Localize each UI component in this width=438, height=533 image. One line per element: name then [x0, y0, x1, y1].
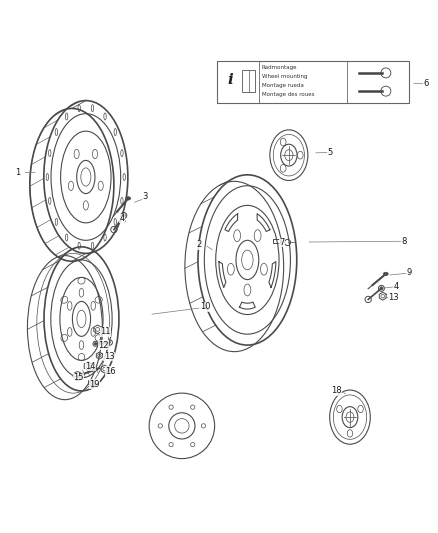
Text: 9: 9: [406, 268, 412, 277]
Text: 6: 6: [424, 79, 429, 88]
Circle shape: [94, 343, 97, 345]
Text: 8: 8: [402, 237, 407, 246]
Circle shape: [380, 287, 383, 290]
Text: 2: 2: [197, 240, 202, 249]
Bar: [242, 70, 255, 92]
Bar: [217, 61, 259, 103]
Text: 1: 1: [14, 168, 20, 177]
Text: 10: 10: [200, 302, 210, 311]
Text: 4: 4: [120, 214, 125, 223]
Text: Wheel mounting: Wheel mounting: [261, 74, 307, 79]
Text: 16: 16: [106, 367, 116, 376]
Text: Montage rueda: Montage rueda: [261, 83, 304, 88]
Text: 11: 11: [100, 327, 111, 336]
Text: 13: 13: [389, 294, 399, 302]
Text: i: i: [227, 73, 233, 87]
Text: 14: 14: [85, 361, 95, 370]
Text: 19: 19: [89, 380, 100, 389]
Ellipse shape: [126, 197, 131, 200]
Text: 3: 3: [142, 192, 148, 201]
Text: 5: 5: [328, 148, 333, 157]
Bar: [347, 61, 409, 103]
Text: 7: 7: [279, 238, 285, 247]
Ellipse shape: [383, 272, 388, 276]
Text: 15: 15: [73, 373, 84, 382]
Circle shape: [122, 214, 125, 217]
Text: 4: 4: [393, 281, 399, 290]
Text: Radmontage: Radmontage: [261, 65, 297, 70]
Text: Montage des roues: Montage des roues: [261, 92, 314, 98]
Text: 12: 12: [98, 341, 109, 350]
Text: 18: 18: [331, 386, 341, 395]
Text: 13: 13: [104, 352, 114, 361]
Bar: [217, 61, 409, 103]
